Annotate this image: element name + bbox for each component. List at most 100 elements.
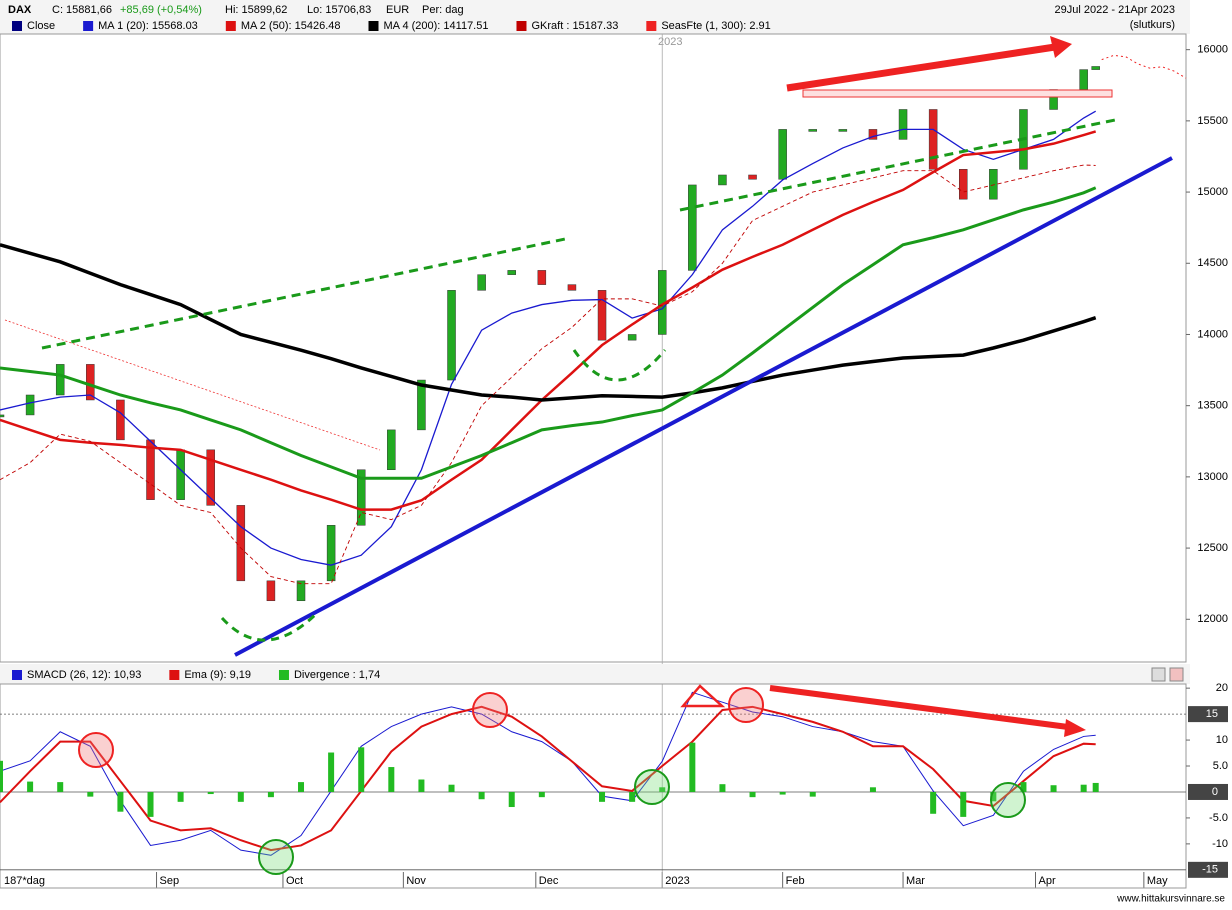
candle bbox=[447, 290, 456, 381]
y-tick-label: 12500 bbox=[1197, 542, 1228, 554]
candle bbox=[958, 169, 968, 200]
candle bbox=[989, 169, 998, 200]
high: Hi: 15899,62 bbox=[225, 4, 287, 16]
histogram-bar bbox=[629, 791, 636, 802]
candle bbox=[296, 580, 306, 602]
histogram-bar bbox=[809, 791, 816, 797]
histogram-bar bbox=[177, 791, 184, 802]
histogram-bar bbox=[1092, 782, 1099, 792]
legend-swatch bbox=[646, 21, 657, 31]
histogram-bar bbox=[508, 791, 515, 808]
candle bbox=[507, 270, 516, 275]
resistance-box bbox=[802, 89, 1113, 98]
header-bar bbox=[0, 0, 1190, 34]
triangle bbox=[680, 684, 726, 708]
line bbox=[0, 164, 1096, 585]
histogram-bar bbox=[478, 791, 485, 800]
y-tick-label: 14000 bbox=[1197, 328, 1228, 340]
y-tick-label: 20 bbox=[1216, 682, 1228, 694]
candle bbox=[0, 414, 5, 418]
x-tick-label: 2023 bbox=[665, 875, 689, 887]
y-tick-label: 16000 bbox=[1197, 44, 1228, 56]
legend: Close MA 1 (20): 15568.03 MA 2 (50): 15426… bbox=[12, 20, 771, 32]
legend-swatch bbox=[12, 21, 22, 31]
x-tick-label: May bbox=[1147, 875, 1168, 887]
legend-label: SMACD (26, 12): 10,93 bbox=[27, 669, 141, 681]
legend-swatch bbox=[368, 21, 379, 31]
candle bbox=[1091, 66, 1100, 70]
histogram-bar bbox=[328, 752, 335, 792]
candle bbox=[898, 109, 908, 140]
y-tick-label: 15000 bbox=[1197, 186, 1228, 198]
candle bbox=[477, 274, 486, 291]
x-tick-label: Apr bbox=[1038, 875, 1055, 887]
legend-swatch bbox=[169, 670, 180, 680]
y-tick-label: -5.0 bbox=[1209, 812, 1228, 824]
histogram-bar bbox=[267, 791, 274, 798]
circle bbox=[990, 782, 1026, 818]
histogram-bar bbox=[388, 767, 395, 792]
main-plot: 12000 12500 13000 13500 14000 14500 15000 15500… bbox=[0, 34, 1228, 888]
histogram-bar bbox=[779, 791, 786, 795]
candle bbox=[417, 379, 426, 431]
histogram-bar bbox=[358, 747, 365, 792]
y-tick-label: -10 bbox=[1212, 838, 1228, 850]
candle bbox=[778, 129, 787, 180]
line bbox=[0, 110, 1097, 566]
histogram-bar bbox=[960, 791, 967, 817]
y-tick-label: 14500 bbox=[1197, 257, 1228, 269]
level-box bbox=[1188, 706, 1228, 723]
candle bbox=[1079, 69, 1088, 90]
candle bbox=[206, 449, 215, 506]
histogram-bar bbox=[448, 784, 455, 792]
histogram-bar bbox=[1080, 784, 1087, 792]
y-tick-label: 13500 bbox=[1197, 400, 1228, 412]
x-tick-label: Nov bbox=[406, 875, 426, 887]
line bbox=[0, 691, 1096, 856]
histogram-bar bbox=[990, 791, 997, 802]
y-tick-label: 13000 bbox=[1197, 471, 1228, 483]
level-label: -15 bbox=[1202, 864, 1218, 876]
close: C: 15881,66 bbox=[52, 4, 112, 16]
candle bbox=[748, 174, 757, 180]
button[interactable] bbox=[1169, 667, 1184, 682]
legend-swatch bbox=[516, 21, 527, 31]
legend-label: MA 4 (200): 14117.51 bbox=[384, 20, 489, 32]
candle bbox=[356, 469, 366, 526]
y-tick-label: 15500 bbox=[1197, 115, 1228, 127]
footer: www.hittakursvinnare.se bbox=[1116, 894, 1225, 905]
histogram-bar bbox=[298, 782, 305, 792]
circle bbox=[634, 769, 670, 805]
histogram-bar bbox=[237, 791, 244, 802]
button[interactable] bbox=[1151, 667, 1166, 682]
arc bbox=[572, 349, 667, 382]
legend-label: Divergence : 1,74 bbox=[294, 669, 380, 681]
legend-label: SeasFte (1, 300): 2.91 bbox=[661, 20, 770, 32]
candle bbox=[928, 109, 938, 170]
arrow-head bbox=[1064, 719, 1086, 737]
line bbox=[0, 705, 1096, 852]
legend-label: MA 2 (50): 15426.48 bbox=[241, 20, 341, 32]
histogram-bar bbox=[659, 787, 666, 792]
circle bbox=[78, 732, 114, 768]
arrow-head bbox=[1050, 36, 1072, 58]
legend-label: Ema (9): 9,19 bbox=[184, 669, 251, 681]
histogram-bar bbox=[418, 779, 425, 792]
period: Per: dag bbox=[422, 4, 464, 16]
circle bbox=[258, 839, 294, 875]
currency: EUR bbox=[386, 4, 409, 16]
candle bbox=[326, 525, 336, 582]
histogram-bar bbox=[57, 782, 64, 792]
arrow bbox=[786, 43, 1056, 92]
low: Lo: 15706,83 bbox=[307, 4, 371, 16]
histogram-bar bbox=[87, 791, 94, 797]
circle bbox=[472, 692, 508, 728]
candle bbox=[55, 364, 65, 396]
legend-swatch bbox=[278, 670, 289, 680]
histogram-bar bbox=[117, 791, 124, 812]
level-box bbox=[1188, 861, 1228, 878]
candle bbox=[718, 174, 727, 186]
legend-swatch bbox=[225, 21, 236, 31]
